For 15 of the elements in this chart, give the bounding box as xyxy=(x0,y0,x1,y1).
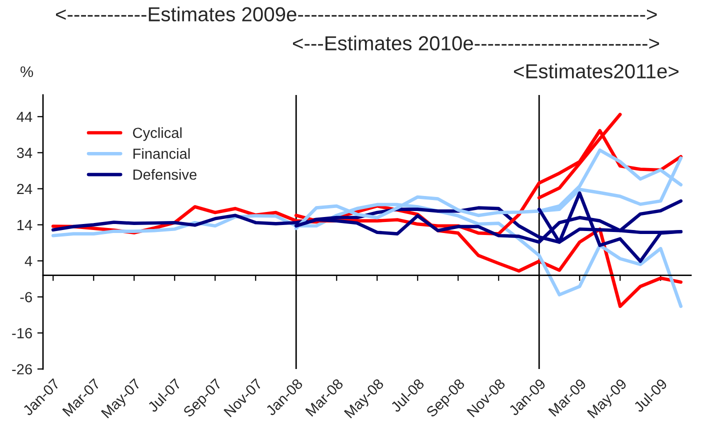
text: <Estimates2011e> xyxy=(514,64,678,78)
y-tick-label: 4 xyxy=(24,256,32,266)
text: <------------Estimates 2009e----------------------------------------------------> xyxy=(56,6,657,22)
legend-label: Defensive xyxy=(133,169,196,180)
legend-label: Cyclical xyxy=(133,127,182,141)
y-tick-label: -6 xyxy=(20,292,32,302)
legend-label: Financial xyxy=(133,148,190,159)
text: <---Estimates 2010e--------------------------> xyxy=(292,36,660,50)
y-tick-label: 24 xyxy=(17,184,32,194)
y-tick-label: 14 xyxy=(17,220,32,230)
y-tick-label: 44 xyxy=(16,112,32,122)
y-tick-label: -16 xyxy=(12,328,32,338)
y-axis-title: % xyxy=(20,66,34,78)
y-tick-label: 34 xyxy=(16,148,32,158)
y-tick-label: -26 xyxy=(12,364,32,374)
